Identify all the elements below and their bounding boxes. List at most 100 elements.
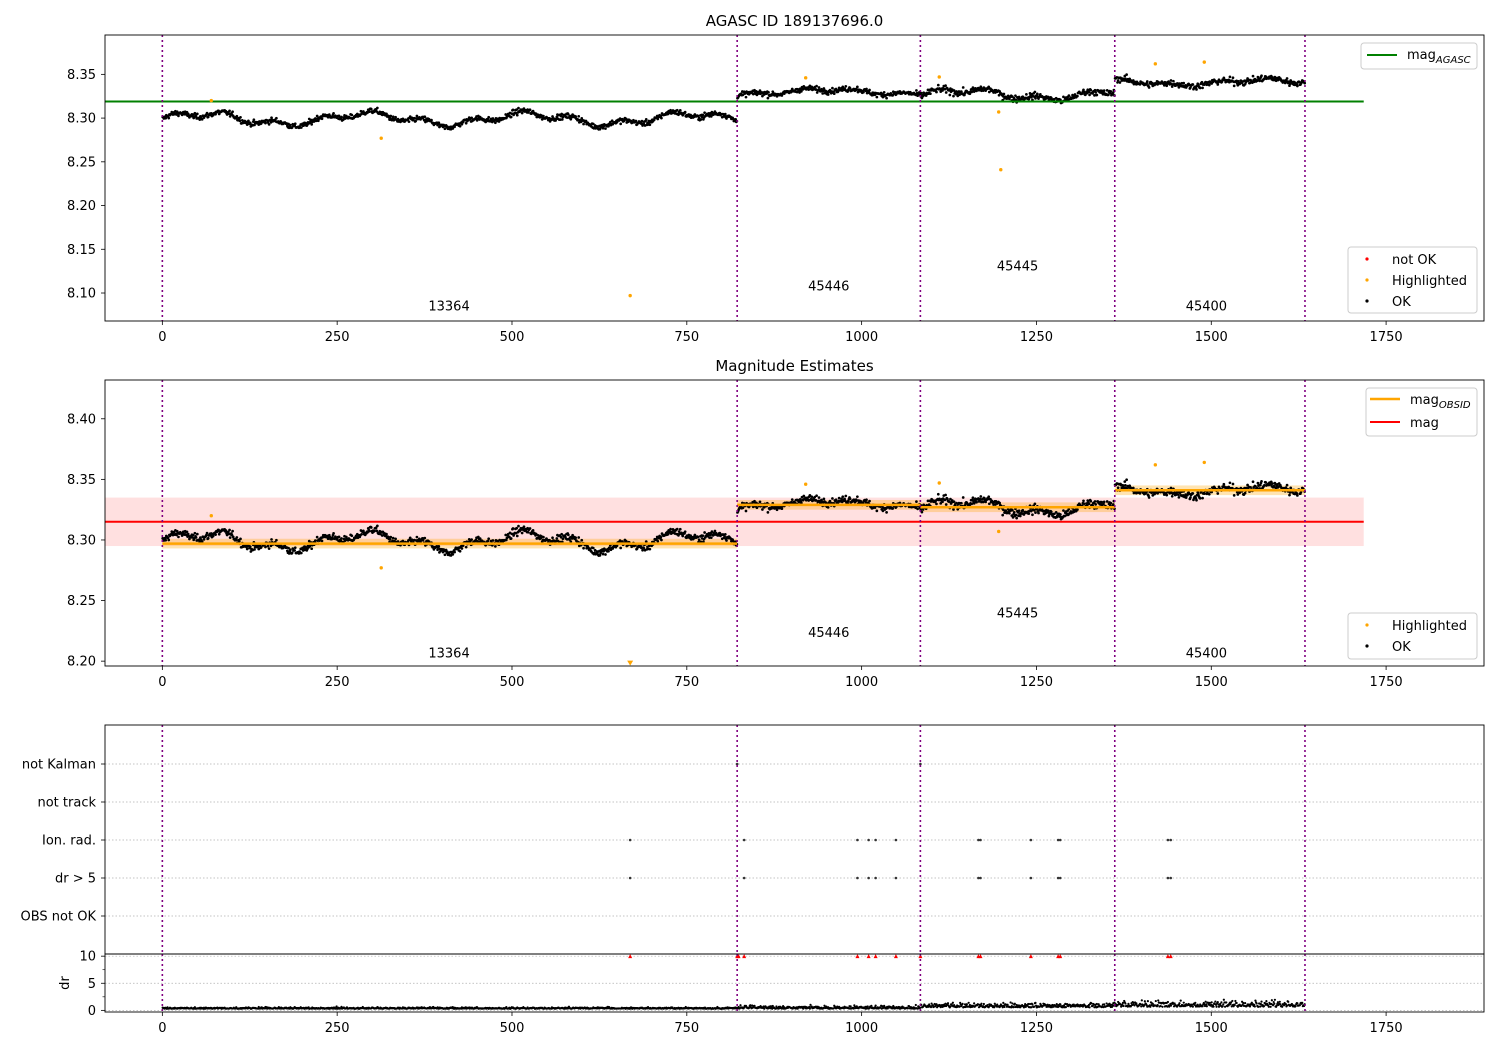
agasc-ok-point bbox=[815, 84, 818, 88]
dr-xtick-label: 0 bbox=[158, 1021, 166, 1036]
mag-ok-point bbox=[253, 548, 256, 551]
mag-ok-point bbox=[972, 501, 976, 505]
mag-ok-point bbox=[194, 536, 198, 539]
agasc-ok-point bbox=[332, 111, 335, 115]
mag-ok-point bbox=[885, 511, 888, 514]
flag-point bbox=[1058, 838, 1062, 842]
agasc-ok-point bbox=[205, 111, 209, 115]
dr-ytick-label: 5 bbox=[88, 977, 96, 992]
agasc-ok-point bbox=[604, 127, 607, 130]
mag-ok-point bbox=[460, 547, 464, 550]
legend-mag-agasc-label: mag bbox=[1407, 48, 1436, 63]
agasc-ok-point bbox=[701, 113, 705, 117]
mag-ok-point bbox=[641, 548, 644, 552]
mag-ok-point bbox=[237, 539, 241, 543]
mag-ok-point bbox=[1018, 514, 1022, 518]
agasc-ok-point bbox=[767, 91, 770, 94]
mag-ok-point bbox=[952, 500, 956, 504]
flag-point bbox=[867, 838, 870, 842]
mag-ok-point bbox=[987, 495, 991, 499]
mag-ok-point bbox=[987, 502, 991, 506]
mag-ok-point bbox=[1194, 496, 1198, 500]
mag-xtick-label: 1500 bbox=[1195, 675, 1228, 690]
mag-ok-point bbox=[234, 538, 238, 542]
mag-ok-point bbox=[177, 535, 180, 539]
mag-ok-point bbox=[310, 547, 314, 551]
agasc-ok-point bbox=[826, 93, 830, 96]
mag-ok-point bbox=[1116, 486, 1120, 490]
mag-ok-point bbox=[423, 536, 427, 540]
mag-ok-point bbox=[166, 536, 170, 540]
mag-ok-point bbox=[826, 506, 830, 509]
agasc-ytick-label: 8.30 bbox=[67, 112, 96, 127]
mag-ok-point bbox=[703, 531, 706, 534]
mag-obsid-label: 45400 bbox=[1186, 647, 1227, 662]
mag-ok-point bbox=[1052, 512, 1056, 516]
mag-ok-point bbox=[415, 535, 419, 539]
agasc-ok-point bbox=[744, 95, 748, 99]
mag-ok-point bbox=[372, 529, 376, 533]
mag-ok-point bbox=[266, 544, 270, 548]
flag-row-label: not Kalman bbox=[22, 758, 96, 773]
mag-ok-point bbox=[678, 527, 682, 531]
mag-ok-point bbox=[1184, 496, 1188, 499]
flag-point bbox=[874, 876, 877, 880]
mag-ok-point bbox=[1232, 494, 1236, 497]
mag-ok-point bbox=[608, 544, 612, 547]
agasc-ok-point bbox=[239, 115, 242, 119]
mag-ok-point bbox=[167, 538, 171, 542]
flag-point bbox=[1029, 876, 1033, 880]
mag-ok-point bbox=[723, 535, 727, 539]
mag-ok-point bbox=[1109, 501, 1113, 505]
legend-not-ok: not OK bbox=[1392, 253, 1437, 268]
agasc-ok-point bbox=[675, 108, 679, 112]
mag-ok-point bbox=[837, 496, 841, 500]
mag-highlighted-point bbox=[937, 481, 941, 485]
agasc-ok-point bbox=[520, 111, 524, 115]
mag-ok-point bbox=[751, 505, 755, 509]
mag-ok-point bbox=[981, 500, 985, 504]
agasc-ok-point bbox=[591, 122, 595, 126]
mag-ok-point bbox=[163, 536, 167, 540]
mag-ok-point bbox=[1207, 492, 1211, 496]
mag-ok-point bbox=[567, 533, 570, 537]
mag-ok-point bbox=[1203, 492, 1206, 496]
mag-ok-point bbox=[1125, 478, 1128, 482]
mag-ok-point bbox=[681, 534, 685, 538]
mag-ok-point bbox=[264, 545, 267, 549]
dr-xtick-label: 1250 bbox=[1020, 1021, 1053, 1036]
mag-ok-point bbox=[228, 528, 231, 532]
agasc-ok-point bbox=[542, 114, 545, 118]
agasc-ok-point bbox=[656, 117, 660, 121]
agasc-ok-point bbox=[293, 122, 297, 126]
agasc-highlighted-point bbox=[379, 136, 383, 140]
mag-ok-point bbox=[656, 539, 660, 543]
mag-ok-point bbox=[766, 510, 770, 514]
flag-point bbox=[1056, 876, 1060, 880]
agasc-ytick-label: 8.20 bbox=[67, 199, 96, 214]
agasc-ok-point bbox=[267, 123, 271, 126]
mag-ok-point bbox=[713, 529, 717, 533]
agasc-ok-point bbox=[574, 115, 578, 118]
agasc-ok-point bbox=[372, 110, 376, 114]
mag-highlighted-point bbox=[379, 566, 383, 570]
flag-point bbox=[874, 838, 877, 842]
mag-ok-point bbox=[224, 529, 228, 532]
mag-ok-point bbox=[375, 529, 379, 533]
agasc-ok-point bbox=[517, 106, 520, 110]
mag-ok-point bbox=[231, 529, 234, 533]
dr-ytick-label: 0 bbox=[88, 1004, 96, 1019]
mag-ok-point bbox=[798, 497, 802, 501]
mag-ok-point bbox=[195, 532, 199, 536]
legend-mag-label: mag bbox=[1410, 416, 1439, 431]
mag-ok-point bbox=[561, 537, 565, 541]
agasc-ok-point bbox=[1105, 88, 1109, 92]
mag-ok-point bbox=[828, 499, 832, 503]
agasc-ok-point bbox=[1087, 90, 1091, 94]
mag-ok-point bbox=[511, 527, 515, 530]
agasc-ok-point bbox=[177, 114, 180, 118]
flag-point bbox=[894, 838, 898, 842]
agasc-ok-point bbox=[515, 108, 519, 111]
mag-ok-point bbox=[522, 525, 526, 529]
mag-ok-point bbox=[607, 549, 610, 553]
